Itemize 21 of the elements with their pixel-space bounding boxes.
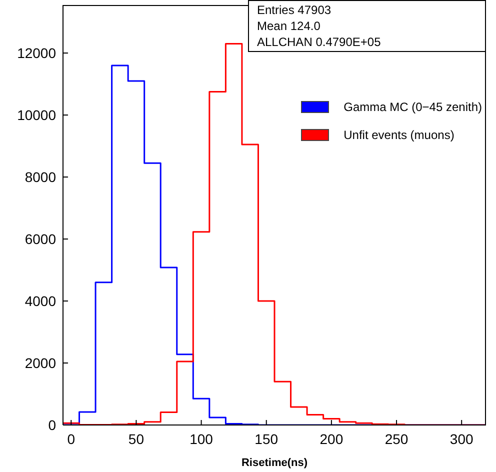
y-tick-label: 0: [48, 416, 56, 433]
x-tick-label: 0: [67, 430, 76, 447]
y-tick-label: 8000: [24, 169, 56, 185]
y-tick-label: 10000: [17, 107, 56, 124]
annotation: Entries 47903: [257, 2, 332, 18]
annotation: Mean 124.0: [257, 18, 322, 34]
legend-label: Gamma MC (0−45 zenith): [344, 100, 482, 114]
statistics-box: Entries 47903 Mean 124.0 ALLCHAN 0.4790E+05: [248, 0, 486, 52]
y-tick-label: 2000: [24, 354, 56, 371]
annotation: ALLCHAN 0.4790E+05: [257, 34, 382, 50]
y-tick-label: 6000: [24, 230, 56, 247]
x-tick-label: 200: [320, 430, 344, 447]
x-axis-title: Risetime(ns): [241, 457, 308, 469]
y-tick-label: 12000: [17, 45, 56, 62]
x-tick-label: 300: [450, 430, 474, 447]
x-tick-label: 100: [190, 430, 214, 447]
x-tick-label: 150: [254, 430, 278, 447]
legend-label: Unfit events (muons): [344, 128, 454, 142]
y-tick-label: 4000: [24, 292, 56, 309]
x-tick-label: 50: [128, 430, 144, 447]
x-tick-label: 250: [384, 430, 408, 447]
